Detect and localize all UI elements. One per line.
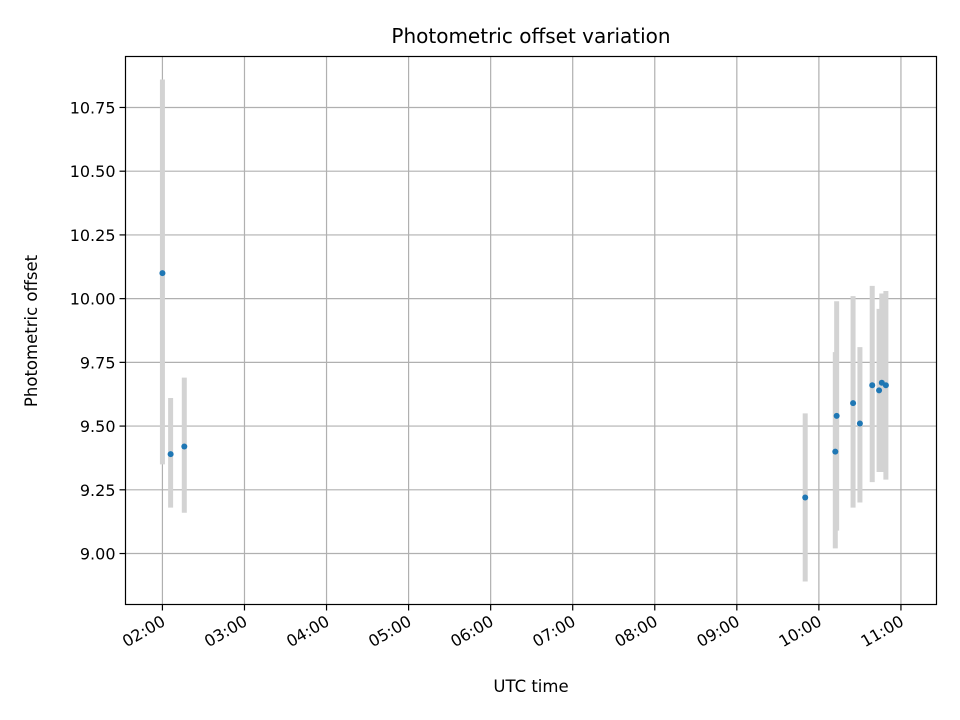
y-tick-label: 9.25 xyxy=(80,481,116,500)
data-point xyxy=(869,382,876,389)
y-tick-label: 10.75 xyxy=(70,98,116,117)
y-tick-label: 10.00 xyxy=(70,290,116,309)
y-tick-label: 10.25 xyxy=(70,226,116,245)
y-tick-label: 10.50 xyxy=(70,162,116,181)
data-point xyxy=(802,494,809,501)
data-point xyxy=(159,270,166,277)
chart-title: Photometric offset variation xyxy=(391,24,670,48)
y-tick-label: 9.50 xyxy=(80,417,116,436)
grid xyxy=(125,56,937,605)
plot-frame xyxy=(124,55,938,606)
y-tick-label: 9.75 xyxy=(80,353,116,372)
data-point xyxy=(876,387,883,394)
data-point xyxy=(833,412,840,419)
y-axis-ticks: 9.00 9.25 9.50 9.75 10.00 10.25 10.50 10.75 xyxy=(70,98,126,564)
data-point xyxy=(850,400,857,407)
y-axis-label: Photometric offset xyxy=(22,254,41,407)
data-point xyxy=(856,420,863,427)
data-point xyxy=(167,451,174,458)
x-axis-label: UTC time xyxy=(493,677,568,696)
data-point xyxy=(882,382,889,389)
data-points xyxy=(159,270,889,501)
y-tick-label: 9.00 xyxy=(80,545,116,564)
data-point xyxy=(181,443,188,450)
data-point xyxy=(832,448,839,455)
